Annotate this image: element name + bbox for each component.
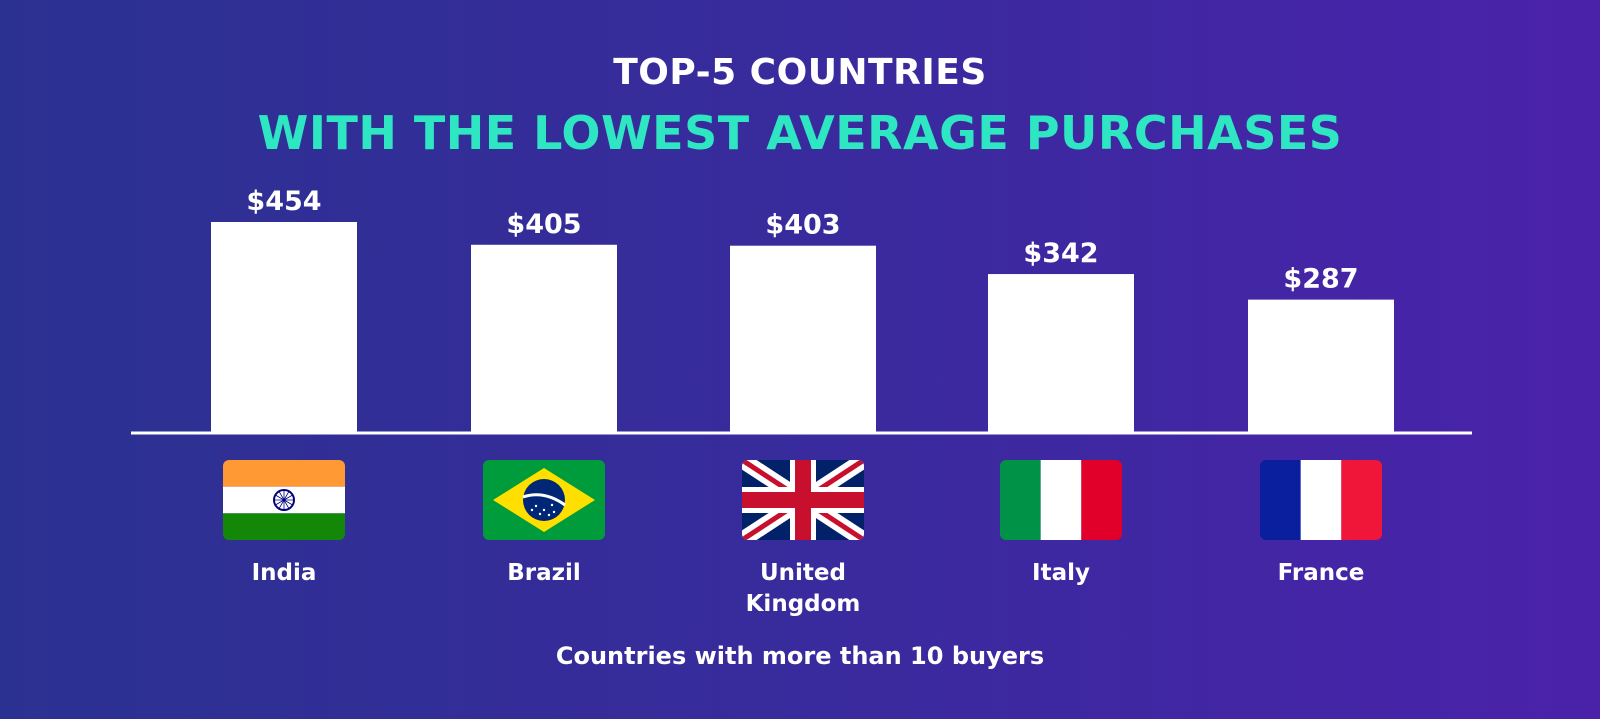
data-label-0: $454 xyxy=(246,186,321,217)
bar-4 xyxy=(1248,299,1394,433)
category-label-1: Brazil xyxy=(507,560,581,586)
data-label-4: $287 xyxy=(1283,264,1358,295)
italy-flag-icon xyxy=(1000,460,1122,540)
data-label-3: $342 xyxy=(1023,238,1098,269)
bar-3 xyxy=(988,274,1134,433)
chart-title: TOP-5 COUNTRIES xyxy=(613,52,987,93)
chart-subtitle: WITH THE LOWEST AVERAGE PURCHASES xyxy=(257,106,1343,160)
category-label-2-line-1: Kingdom xyxy=(746,591,861,617)
data-label-1: $405 xyxy=(506,209,581,240)
category-label-3: Italy xyxy=(1032,560,1090,586)
bar-2 xyxy=(730,245,876,433)
data-label-2: $403 xyxy=(765,210,840,241)
bar-0 xyxy=(211,222,357,433)
category-label-0: India xyxy=(252,560,317,586)
india-flag-icon xyxy=(223,460,345,540)
category-label-4: France xyxy=(1278,560,1365,586)
bar-1 xyxy=(471,244,617,433)
brazil-flag-icon xyxy=(483,460,605,540)
france-flag-icon xyxy=(1260,460,1382,540)
category-label-2-line-0: United xyxy=(760,560,846,586)
united-kingdom-flag-icon xyxy=(742,460,864,540)
footer-note: Countries with more than 10 buyers xyxy=(555,642,1045,670)
